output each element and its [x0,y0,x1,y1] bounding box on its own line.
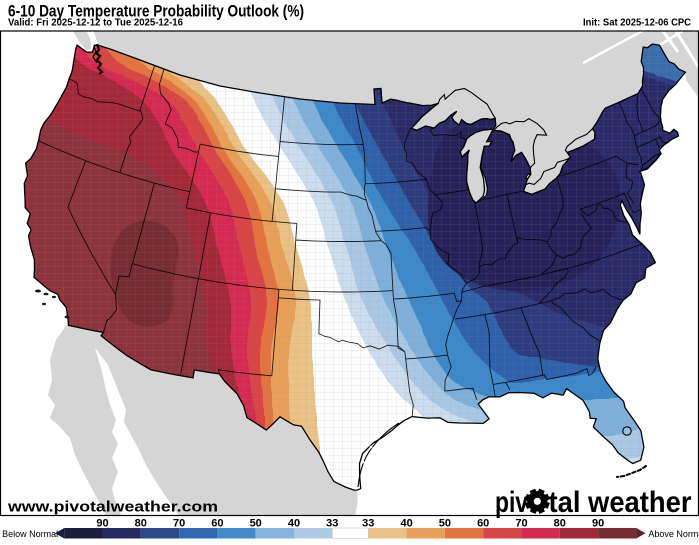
svg-text:80: 80 [554,518,566,530]
svg-text:tal weather: tal weather [549,486,692,519]
svg-text:40: 40 [288,518,300,530]
svg-text:33: 33 [362,518,374,530]
svg-text:70: 70 [173,518,185,530]
svg-text:Init: Sat 2025-12-06 CPC: Init: Sat 2025-12-06 CPC [583,18,691,29]
svg-text:Below Normal: Below Normal [2,529,58,539]
svg-text:33: 33 [326,518,338,530]
svg-text:piv: piv [495,486,528,519]
svg-text:90: 90 [592,518,604,530]
svg-text:60: 60 [477,518,489,530]
svg-text:80: 80 [135,518,147,530]
svg-text:www.pivotalweather.com: www.pivotalweather.com [7,500,218,516]
svg-text:Valid: Fri 2025-12-12 to Tue 2: Valid: Fri 2025-12-12 to Tue 2025-12-16 [8,18,183,29]
svg-text:50: 50 [250,518,262,530]
svg-text:50: 50 [439,518,451,530]
svg-text:6-10 Day Temperature Probabili: 6-10 Day Temperature Probability Outlook… [8,2,304,21]
svg-text:60: 60 [211,518,223,530]
svg-text:Above Normal: Above Normal [648,529,699,539]
svg-text:90: 90 [96,518,108,530]
svg-text:40: 40 [400,518,412,530]
svg-text:70: 70 [515,518,527,530]
